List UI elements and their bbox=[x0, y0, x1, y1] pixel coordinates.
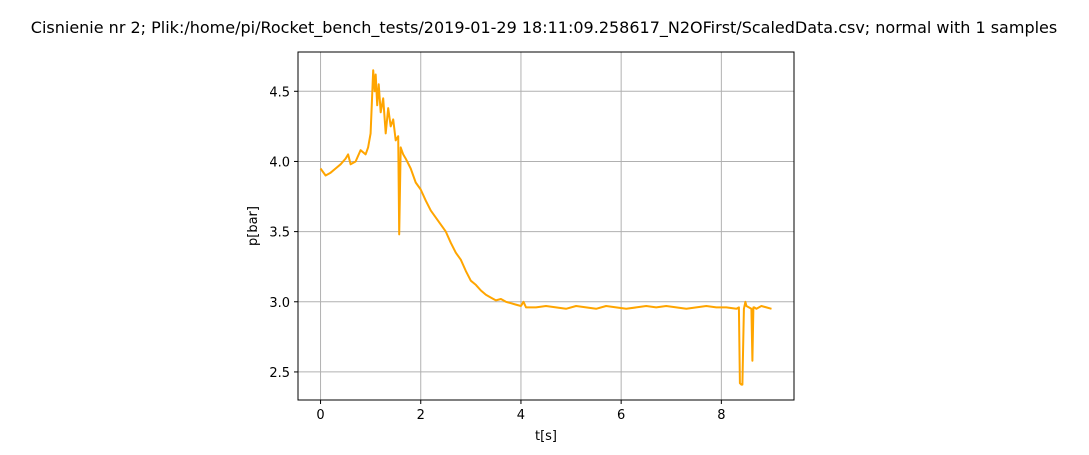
x-tick-label: 6 bbox=[617, 408, 625, 423]
y-tick-label: 4.0 bbox=[269, 155, 290, 170]
x-tick-label: 0 bbox=[316, 408, 324, 423]
y-tick-label: 3.0 bbox=[269, 296, 290, 311]
chart-title: Cisnienie nr 2; Plik:/home/pi/Rocket_ben… bbox=[31, 18, 1057, 38]
data-series bbox=[319, 69, 772, 386]
ticks: 0 2 4 6 8 2.5 3.0 3.5 4.0 4.5 bbox=[269, 85, 725, 423]
x-axis-label: t[s] bbox=[535, 429, 557, 444]
x-tick-label: 4 bbox=[517, 408, 525, 423]
y-tick-label: 2.5 bbox=[269, 366, 290, 381]
x-tick-label: 8 bbox=[717, 408, 725, 423]
x-tick-label: 2 bbox=[417, 408, 425, 423]
grid-lines bbox=[298, 52, 794, 400]
series-line bbox=[319, 69, 772, 386]
y-axis-label: p[bar] bbox=[246, 206, 261, 246]
y-tick-label: 3.5 bbox=[269, 226, 290, 241]
axes-frame bbox=[297, 51, 795, 401]
y-tick-label: 4.5 bbox=[269, 85, 290, 100]
